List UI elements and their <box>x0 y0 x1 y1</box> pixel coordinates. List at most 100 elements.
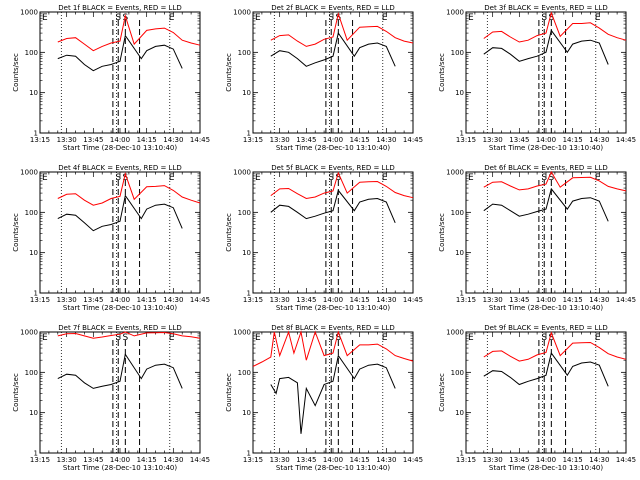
y-tick-label: 10 <box>455 409 464 417</box>
y-tick-label: 100 <box>25 209 38 217</box>
event-marker: E <box>468 333 474 343</box>
event-marker: E <box>595 173 601 183</box>
events-series-line <box>57 34 183 72</box>
y-axis-label: Counts/sec <box>12 373 20 412</box>
event-marker: E <box>468 173 474 183</box>
lld-series-line <box>57 331 201 339</box>
x-tick-label: 14:45 <box>190 456 210 464</box>
x-tick-label: 14:30 <box>589 296 609 304</box>
plot-frame <box>39 171 201 294</box>
event-marker: E <box>42 13 48 23</box>
x-tick-label: 14:15 <box>350 136 370 144</box>
panel-title: Det 4f BLACK = Events, RED = LLD <box>58 164 181 172</box>
x-tick-label: 13:30 <box>270 136 290 144</box>
panel-4: Det 4f BLACK = Events, RED = LLD 1 10 100 10… <box>12 164 210 312</box>
event-marker: E <box>42 173 48 183</box>
x-axis-label: Start Time (28-Dec-10 13:10:40) <box>276 144 390 152</box>
panel-7: Det 7f BLACK = Events, RED = LLD 1 10 100 10… <box>12 324 210 472</box>
y-tick-label: 1 <box>34 130 38 138</box>
y-tick-label: 10 <box>455 249 464 257</box>
x-tick-label: 14:30 <box>376 456 396 464</box>
y-tick-label: 10 <box>242 89 251 97</box>
y-tick-label: 1000 <box>233 329 251 337</box>
x-tick-label: 13:30 <box>270 296 290 304</box>
lld-series-line <box>483 11 627 43</box>
plot-frame <box>39 331 201 454</box>
panel-title: Det 8f BLACK = Events, RED = LLD <box>271 324 394 332</box>
y-tick-label: 100 <box>238 369 251 377</box>
y-tick-label: 10 <box>29 89 38 97</box>
event-marker: S <box>115 13 121 23</box>
panel-title: Det 9f BLACK = Events, RED = LLD <box>484 324 607 332</box>
panel-title: Det 6f BLACK = Events, RED = LLD <box>484 164 607 172</box>
plot-frame <box>252 331 414 454</box>
y-tick-label: 1000 <box>20 169 38 177</box>
event-marker: S <box>335 13 341 23</box>
lld-series-line <box>57 172 201 206</box>
panel-6: Det 6f BLACK = Events, RED = LLD 1 10 100 10… <box>438 164 636 312</box>
y-axis-label: Counts/sec <box>225 213 233 252</box>
lld-series-line <box>270 171 414 200</box>
x-tick-label: 13:45 <box>83 136 103 144</box>
x-tick-label: 13:15 <box>243 296 263 304</box>
x-tick-label: 13:45 <box>296 296 316 304</box>
y-tick-label: 10 <box>242 249 251 257</box>
x-tick-label: 13:45 <box>296 456 316 464</box>
x-tick-label: 14:45 <box>403 456 423 464</box>
event-marker: S <box>328 173 334 183</box>
panel-1: Det 1f BLACK = Events, RED = LLD 1 10 100 10… <box>12 4 210 152</box>
x-tick-label: 13:15 <box>30 136 50 144</box>
lld-series-line <box>57 13 201 52</box>
event-marker: E <box>382 173 388 183</box>
y-axis-label: Counts/sec <box>12 53 20 92</box>
x-tick-label: 13:45 <box>83 296 103 304</box>
lld-series-line <box>270 11 414 47</box>
y-tick-label: 1 <box>34 450 38 458</box>
event-marker: S <box>115 173 121 183</box>
event-marker: E <box>169 13 175 23</box>
x-tick-label: 13:15 <box>30 456 50 464</box>
y-axis-label: Counts/sec <box>12 213 20 252</box>
x-tick-label: 14:00 <box>536 296 556 304</box>
x-tick-label: 14:00 <box>110 296 130 304</box>
event-marker: S <box>548 333 554 343</box>
event-marker: S <box>122 173 128 183</box>
x-tick-label: 14:30 <box>589 456 609 464</box>
event-marker: E <box>255 13 261 23</box>
x-tick-label: 14:15 <box>350 456 370 464</box>
y-tick-label: 1 <box>34 290 38 298</box>
x-tick-label: 14:45 <box>190 136 210 144</box>
plot-frame <box>465 331 627 454</box>
lld-series-line <box>252 330 414 367</box>
y-tick-label: 10 <box>29 409 38 417</box>
x-tick-label: 14:30 <box>163 456 183 464</box>
event-marker: S <box>541 173 547 183</box>
x-tick-label: 14:00 <box>323 456 343 464</box>
x-tick-label: 14:00 <box>536 136 556 144</box>
y-axis-label: Counts/sec <box>438 213 446 252</box>
x-tick-label: 13:15 <box>456 296 476 304</box>
x-tick-label: 13:30 <box>483 456 503 464</box>
event-marker: E <box>595 333 601 343</box>
x-tick-label: 14:00 <box>323 296 343 304</box>
events-series-line <box>57 353 183 389</box>
event-marker: E <box>468 13 474 23</box>
y-tick-label: 1000 <box>233 9 251 17</box>
event-marker: S <box>115 333 121 343</box>
events-series-line <box>270 31 396 67</box>
y-tick-label: 1 <box>460 450 464 458</box>
panel-2: Det 2f BLACK = Events, RED = LLD 1 10 100 10… <box>225 4 423 152</box>
x-tick-label: 13:15 <box>243 136 263 144</box>
y-tick-label: 1 <box>247 450 251 458</box>
x-tick-label: 13:30 <box>270 456 290 464</box>
x-tick-label: 14:45 <box>616 456 636 464</box>
x-tick-label: 13:45 <box>83 456 103 464</box>
y-tick-label: 10 <box>455 89 464 97</box>
event-marker: S <box>328 333 334 343</box>
x-tick-label: 14:45 <box>190 296 210 304</box>
panel-title: Det 3f BLACK = Events, RED = LLD <box>484 4 607 12</box>
panel-title: Det 2f BLACK = Events, RED = LLD <box>271 4 394 12</box>
x-tick-label: 14:45 <box>616 136 636 144</box>
y-tick-label: 1000 <box>233 169 251 177</box>
